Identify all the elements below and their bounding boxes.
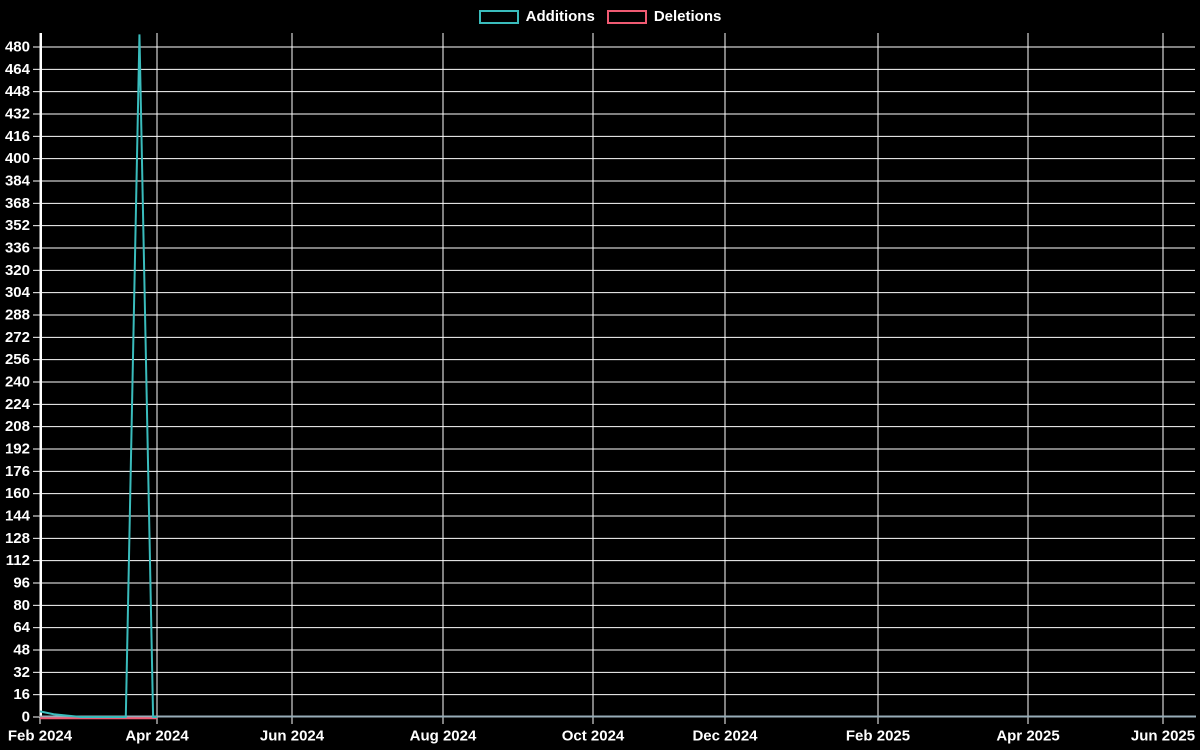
y-tick-label: 336 — [5, 240, 30, 257]
legend-item-additions[interactable]: Additions — [478, 8, 595, 26]
y-tick-label: 112 — [6, 552, 30, 569]
y-tick-label: 432 — [5, 106, 30, 123]
y-tick-label: 32 — [13, 664, 30, 681]
y-tick-label: 480 — [5, 39, 30, 56]
x-tick-label: Oct 2024 — [562, 728, 625, 745]
y-tick-label: 384 — [5, 173, 31, 190]
x-tick-label: Apr 2024 — [125, 728, 189, 745]
deletions-swatch-icon — [606, 10, 647, 24]
y-tick-label: 320 — [5, 262, 30, 279]
legend-label-additions: Additions — [525, 8, 595, 25]
x-tick-label: Jun 2025 — [1131, 728, 1195, 745]
y-tick-label: 48 — [13, 642, 30, 659]
y-tick-label: 304 — [5, 284, 31, 301]
x-tick-label: Dec 2024 — [692, 728, 758, 745]
y-tick-label: 240 — [5, 374, 30, 391]
y-tick-label: 160 — [5, 485, 30, 502]
y-tick-label: 448 — [5, 83, 30, 100]
y-tick-label: 288 — [5, 307, 30, 324]
y-tick-label: 128 — [5, 530, 30, 547]
additions-swatch-icon — [478, 10, 519, 24]
y-tick-label: 256 — [5, 351, 30, 368]
y-tick-label: 96 — [13, 575, 30, 592]
x-tick-label: Feb 2024 — [8, 728, 73, 745]
y-tick-label: 80 — [13, 597, 30, 614]
x-tick-label: Aug 2024 — [410, 728, 477, 745]
x-tick-label: Jun 2024 — [260, 728, 325, 745]
y-tick-label: 16 — [13, 686, 30, 703]
y-tick-label: 400 — [5, 150, 30, 167]
y-tick-label: 416 — [5, 128, 30, 145]
y-tick-label: 224 — [5, 396, 31, 413]
y-tick-label: 464 — [5, 61, 31, 78]
y-tick-label: 144 — [5, 508, 31, 525]
y-tick-label: 272 — [5, 329, 30, 346]
chart-legend: Additions Deletions — [0, 8, 1200, 26]
additions-line-series — [39, 34, 157, 718]
x-tick-label: Feb 2025 — [846, 728, 910, 745]
y-tick-label: 0 — [22, 709, 30, 726]
x-tick-label: Apr 2025 — [996, 728, 1059, 745]
y-tick-label: 368 — [5, 195, 30, 212]
y-tick-label: 192 — [5, 441, 30, 458]
y-tick-label: 352 — [5, 217, 30, 234]
y-tick-label: 208 — [5, 418, 30, 435]
y-tick-label: 176 — [5, 463, 30, 480]
legend-item-deletions[interactable]: Deletions — [606, 8, 722, 26]
legend-label-deletions: Deletions — [653, 8, 722, 25]
y-tick-label: 64 — [13, 619, 30, 636]
